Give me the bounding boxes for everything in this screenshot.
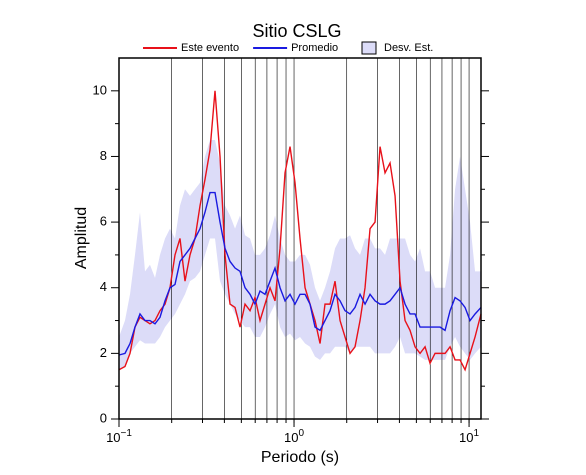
x-tick-label: 101 — [459, 428, 479, 446]
series-line — [118, 191, 482, 356]
plot-area — [118, 58, 482, 423]
legend-swatch — [361, 41, 377, 55]
y-tick-label: 4 — [100, 279, 107, 294]
plot-frame — [118, 57, 482, 420]
chart-title: Sitio CSLG — [252, 21, 341, 41]
y-tick-label: 6 — [100, 214, 107, 229]
y-axis-label: Amplitud — [73, 207, 90, 269]
legend-label: Desv. Est. — [384, 42, 433, 54]
std-band — [119, 140, 481, 370]
y-tick-label: 10 — [93, 82, 107, 97]
y-tick-label: 0 — [100, 410, 107, 425]
legend-label: Promedio — [291, 42, 338, 54]
legend-label: Este evento — [181, 42, 239, 54]
y-tick-label: 2 — [100, 345, 107, 360]
series-line — [118, 90, 482, 372]
x-axis-label: Periodo (s) — [261, 449, 339, 466]
y-tick-label: 8 — [100, 148, 107, 163]
x-tick-label: 100 — [284, 428, 304, 446]
x-tick-label: 10−1 — [106, 428, 132, 446]
legend: Este evento Promedio Desv. Est. — [143, 41, 433, 55]
